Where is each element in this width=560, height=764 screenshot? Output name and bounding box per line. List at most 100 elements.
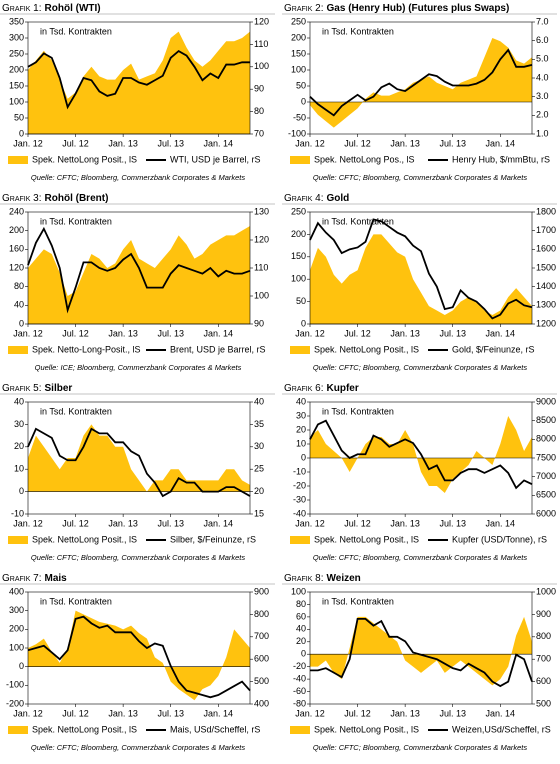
y-tick-label: 300 <box>9 32 24 42</box>
y2-tick-label: 6500 <box>536 490 556 500</box>
y2-tick-label: 110 <box>254 262 268 272</box>
legend-label: Spek. NettoLong Posit., lS <box>314 534 419 544</box>
chart-title-text: Kupfer <box>327 383 359 394</box>
x-tick-label: Jan. 14 <box>486 328 516 338</box>
y-tick-label: 100 <box>9 96 24 106</box>
x-tick-label: Jan. 14 <box>204 138 234 148</box>
y2-tick-label: 1400 <box>536 281 556 291</box>
chart-title-text: Rohöl (Brent) <box>45 193 109 204</box>
y2-tick-label: 30 <box>254 441 264 451</box>
legend-label: Spek. Netto-Long-Posit., lS <box>32 344 141 354</box>
price-line <box>27 226 251 314</box>
y2-tick-label: 1300 <box>536 300 556 310</box>
y2-tick-label: 4.0 <box>536 72 549 82</box>
y2-tick-label: 9000 <box>536 396 556 406</box>
legend-label: Spek. NettoLong Pos., lS <box>314 154 415 164</box>
y-tick-label: 60 <box>296 611 306 621</box>
y-tick-label: 20 <box>296 636 306 646</box>
y-tick-label: 240 <box>9 206 24 216</box>
y-tick-label: 0 <box>19 128 24 138</box>
chart-title: Grafik 6: Kupfer <box>284 383 359 394</box>
x-tick-label: Jan. 12 <box>295 518 325 528</box>
legend-label: Mais, USd/Scheffel, rS <box>170 724 260 734</box>
y-tick-label: 20 <box>296 424 306 434</box>
position-area <box>310 234 532 324</box>
y2-tick-label: 110 <box>254 39 268 49</box>
x-tick-label: Jan. 12 <box>13 708 43 718</box>
y-tick-label: 50 <box>296 296 306 306</box>
y-tick-label: 50 <box>14 112 24 122</box>
x-tick-label: Jul. 13 <box>157 328 184 338</box>
legend-label: Kupfer (USD/Tonne), rS <box>452 534 547 544</box>
x-tick-label: Jul. 13 <box>439 138 466 148</box>
legend-label: Spek. NettoLong Posit., lS <box>32 534 137 544</box>
y-tick-label: 40 <box>14 396 24 406</box>
chart-label: Grafik 4: <box>284 193 324 204</box>
legend-label: Silber, $/Feinunze, rS <box>170 534 256 544</box>
y2-tick-label: 35 <box>254 419 264 429</box>
y2-tick-label: 8000 <box>536 434 556 444</box>
x-tick-label: Jan. 12 <box>295 328 325 338</box>
y2-tick-label: 7.0 <box>536 16 549 26</box>
y-tick-label: 200 <box>291 32 306 42</box>
chart-panel: Grafik 7: Mais -200 -100 0 100 200 300 400 400 500… <box>0 573 275 752</box>
y-tick-label: 200 <box>9 64 24 74</box>
y-tick-label: 250 <box>9 48 24 58</box>
position-area <box>28 610 250 701</box>
y-tick-label: 200 <box>291 229 306 239</box>
y-tick-label: 150 <box>9 80 24 90</box>
position-area <box>310 416 532 493</box>
chart-label: Grafik 8: <box>284 573 324 584</box>
y-tick-label: 150 <box>291 251 306 261</box>
legend-swatch <box>8 156 28 164</box>
y-tick-label: -50 <box>293 112 306 122</box>
y-tick-label: 0 <box>19 318 24 328</box>
y2-tick-label: 900 <box>536 609 551 619</box>
chart-title-text: Mais <box>45 573 68 584</box>
source: Quelle: ICE; Bloomberg, Commerzbank Corp… <box>35 363 242 372</box>
legend-swatch <box>290 346 310 354</box>
y-tick-label: 100 <box>291 274 306 284</box>
x-tick-label: Jul. 13 <box>439 518 466 528</box>
legend-swatch <box>8 346 28 354</box>
annotation: in Tsd. Kontrakten <box>40 406 112 416</box>
x-tick-label: Jul. 13 <box>157 138 184 148</box>
source: Quelle: CFTC; Bloomberg, Commerzbank Cor… <box>31 553 245 562</box>
legend-label: Spek. NettoLong Posit., lS <box>314 344 419 354</box>
y-tick-label: 0 <box>19 661 24 671</box>
legend-swatch <box>8 726 28 734</box>
y2-tick-label: 100 <box>254 61 269 71</box>
chart-label: Grafik 1: <box>2 3 42 14</box>
y-tick-label: 100 <box>291 586 306 596</box>
x-tick-label: Jan. 13 <box>108 138 138 148</box>
x-tick-label: Jul. 12 <box>344 708 371 718</box>
chart-title: Grafik 7: Mais <box>2 573 67 584</box>
y2-tick-label: 1500 <box>536 262 556 272</box>
y-tick-label: -20 <box>293 480 306 490</box>
chart-title: Grafik 1: Rohöl (WTI) <box>2 3 101 14</box>
x-tick-label: Jan. 12 <box>295 138 325 148</box>
y-tick-label: 20 <box>14 441 24 451</box>
legend-swatch <box>8 536 28 544</box>
y-tick-label: -60 <box>293 686 306 696</box>
y-tick-label: 10 <box>296 438 306 448</box>
y-tick-label: -100 <box>288 128 306 138</box>
x-tick-label: Jan. 14 <box>204 518 234 528</box>
legend-label: Gold, $/Feinunze, rS <box>452 344 535 354</box>
source: Quelle: CFTC; Bloomberg, Commerzbank Cor… <box>313 553 527 562</box>
x-tick-label: Jan. 12 <box>13 518 43 528</box>
chart-panel: Grafik 6: Kupfer -40 -30 -20 -10 0 10 20 30 40 6000… <box>282 383 557 562</box>
x-tick-label: Jan. 13 <box>390 518 420 528</box>
y-tick-label: 30 <box>296 410 306 420</box>
source: Quelle: CFTC; Bloomberg, Commerzbank Cor… <box>313 363 527 372</box>
y2-tick-label: 1200 <box>536 318 556 328</box>
x-tick-label: Jul. 13 <box>439 328 466 338</box>
y-tick-label: -30 <box>293 494 306 504</box>
x-tick-label: Jul. 12 <box>344 518 371 528</box>
legend-label: Weizen,USd/Scheffel, rS <box>452 724 551 734</box>
legend-label: Brent, USD je Barrel, rS <box>170 344 266 354</box>
source: Quelle: CFTC; Bloomberg, Commerzbank Cor… <box>31 743 245 752</box>
y2-tick-label: 20 <box>254 486 264 496</box>
y-tick-label: -200 <box>6 698 24 708</box>
